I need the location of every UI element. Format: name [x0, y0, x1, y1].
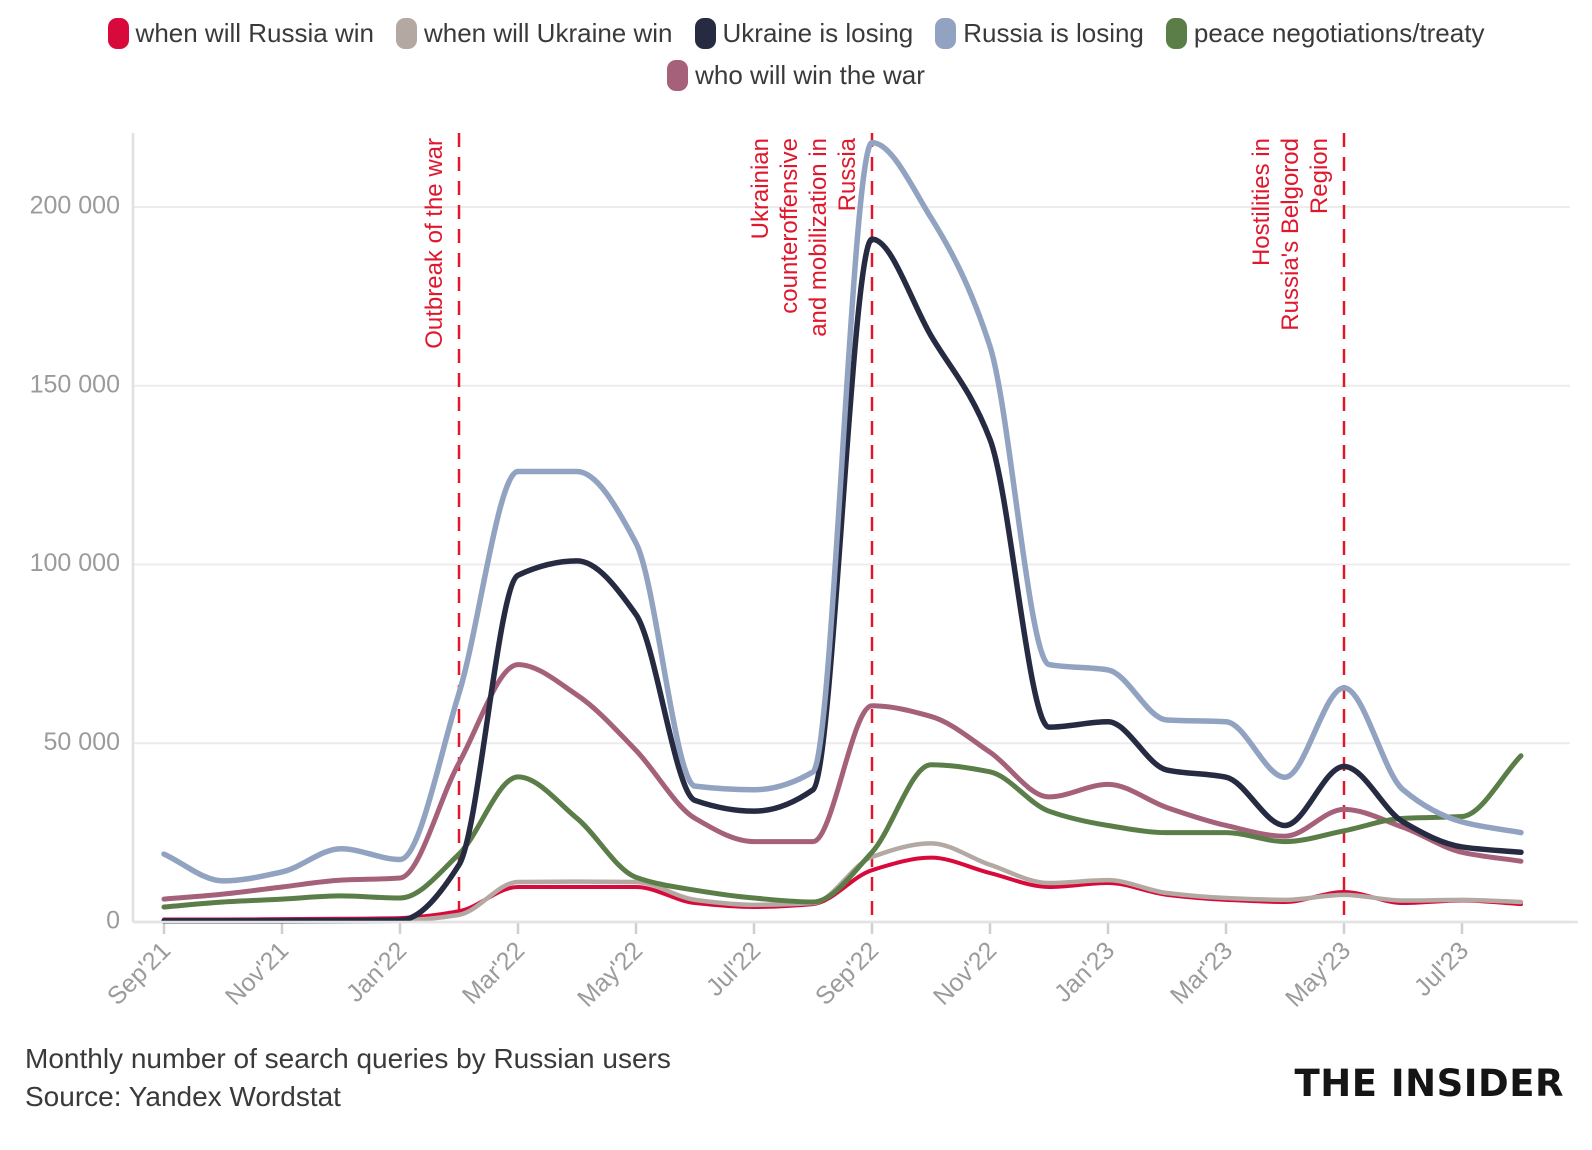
event-annotation-line: Ukrainian [747, 138, 774, 240]
x-axis-label: Jan'22 [341, 936, 412, 1007]
legend-item-5[interactable]: who will win the war [667, 59, 925, 91]
legend-label: Ukraine is losing [722, 17, 914, 48]
y-axis-label: 100 000 [30, 549, 120, 577]
legend-item-3[interactable]: Russia is losing [935, 17, 1144, 49]
x-axis-label: Sep'22 [810, 936, 884, 1010]
event-annotation-text: Hostilities in Russia's Belgorod Region [1247, 138, 1334, 358]
legend-color-chip [694, 17, 716, 49]
y-axis-label: 200 000 [30, 192, 120, 220]
legend-label: when will Russia win [135, 17, 374, 48]
legend-item-0[interactable]: when will Russia win [107, 17, 374, 49]
legend-item-1[interactable]: when will Ukraine win [395, 17, 673, 49]
x-axis-label: Mar'22 [457, 936, 530, 1009]
legend-color-chip [395, 17, 417, 49]
series-line-4 [161, 753, 1524, 910]
legend-color-chip [935, 17, 957, 49]
legend-row-2: who will win the war [0, 56, 1592, 94]
x-axis-label: Nov'21 [220, 936, 294, 1010]
x-axis-label: May'23 [1280, 936, 1356, 1012]
legend-color-chip [667, 59, 689, 91]
chart-legend: when will Russia win when will Ukraine wi… [0, 14, 1592, 94]
legend-color-chip [1165, 17, 1187, 49]
event-annotation-line: and mobilization in [805, 138, 832, 337]
y-axis-label: 0 [106, 907, 120, 935]
the-insider-logo: THE INSIDER [1294, 1062, 1564, 1105]
event-annotation-text: Ukrainian counteroffensive and mobilizatio… [746, 138, 862, 358]
x-axis-label: Sep'21 [102, 936, 176, 1010]
x-axis-label: Jul'23 [1409, 936, 1474, 1001]
y-axis-label: 50 000 [44, 728, 120, 756]
event-annotation-line: Russia's Belgorod [1277, 138, 1304, 331]
event-annotation-text: Outbreak of the war [420, 138, 449, 358]
event-annotation-line: Russia [834, 138, 861, 212]
series-line-2 [161, 236, 1524, 924]
legend-label: who will win the war [695, 59, 925, 90]
event-annotation-line: Outbreak of the war [421, 138, 448, 349]
x-axis-label: Nov'22 [928, 936, 1002, 1010]
series-line-5 [161, 662, 1524, 902]
series-line-0 [162, 855, 1523, 922]
x-axis-label: May'22 [572, 936, 648, 1012]
legend-item-2[interactable]: Ukraine is losing [694, 17, 914, 49]
chart-footer: Monthly number of search queries by Russ… [25, 1040, 671, 1116]
legend-color-chip [107, 17, 129, 49]
legend-label: peace negotiations/treaty [1193, 17, 1485, 48]
x-axis-label: Jul'22 [701, 936, 766, 1001]
legend-row-1: when will Russia win when will Ukraine wi… [0, 14, 1592, 52]
event-annotation-line: Region [1306, 138, 1333, 215]
chart-subtitle: Monthly number of search queries by Russ… [25, 1043, 671, 1074]
legend-item-4[interactable]: peace negotiations/treaty [1165, 17, 1485, 49]
chart-source: Source: Yandex Wordstat [25, 1081, 341, 1112]
x-axis-label: Jan'23 [1049, 936, 1120, 1007]
legend-label: when will Ukraine win [423, 17, 673, 48]
y-axis-label: 150 000 [30, 370, 120, 398]
legend-label: Russia is losing [963, 17, 1144, 48]
event-annotation-line: counteroffensive [776, 138, 803, 314]
x-axis-label: Mar'23 [1165, 936, 1238, 1009]
event-annotation-line: Hostilities in [1248, 138, 1275, 267]
series-line-3 [161, 139, 1524, 884]
